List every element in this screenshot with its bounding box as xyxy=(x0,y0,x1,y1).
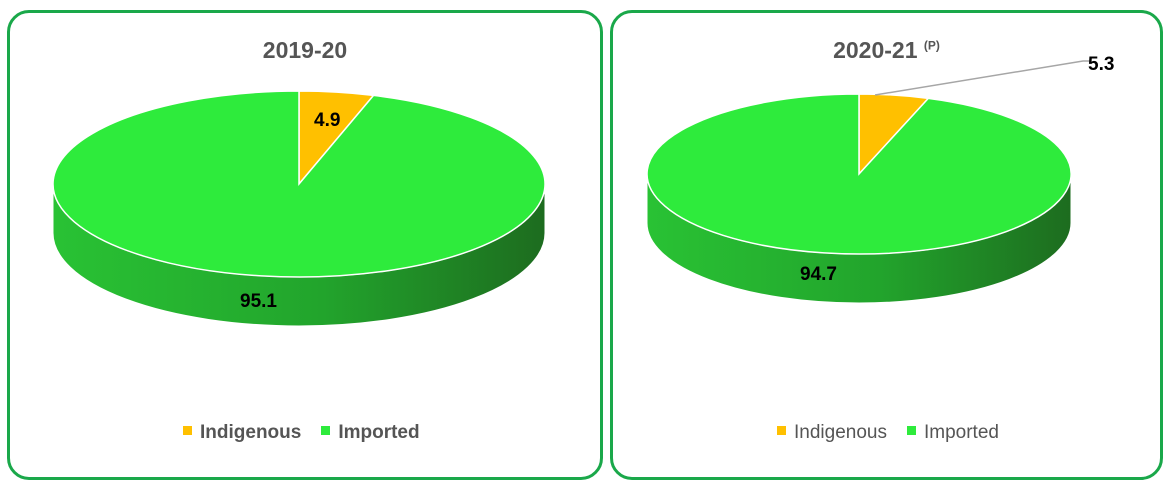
legend-swatch xyxy=(321,426,331,436)
legend-swatch xyxy=(777,426,786,436)
data-label-imported: 95.1 xyxy=(240,291,277,312)
legend-label: Imported xyxy=(338,422,420,443)
pie-slice-imported xyxy=(646,93,1072,255)
pie-chart-2020-21: 5.3 94.7 xyxy=(646,54,1114,304)
legend-label: Indigenous xyxy=(794,422,887,443)
chart-legend: Indigenous Imported xyxy=(183,422,440,444)
data-label-indigenous: 4.9 xyxy=(314,110,340,131)
legend-label: Indigenous xyxy=(200,422,302,443)
pie-slice-imported xyxy=(52,90,546,278)
data-label-indigenous: 5.3 xyxy=(1088,54,1114,75)
chart-title: 2020-21 (P) xyxy=(833,37,940,63)
data-label-leader-line xyxy=(874,60,1090,96)
chart-panel-2019-20: 2019-20 4.9 95.1 Indigenous Imported xyxy=(7,10,603,480)
chart-legend: Indigenous Imported xyxy=(777,422,1019,444)
legend-swatch xyxy=(183,426,192,436)
legend-item-imported: Imported xyxy=(906,422,999,444)
data-label-imported: 94.7 xyxy=(800,264,837,285)
legend-swatch xyxy=(906,426,916,436)
legend-label: Imported xyxy=(923,422,999,443)
chart-panel-2020-21: 2020-21 (P) 5.3 94.7 Indigenous Imported xyxy=(610,10,1163,480)
pie-chart-2019-20: 4.9 95.1 xyxy=(52,90,546,327)
legend-item-indigenous: Indigenous xyxy=(183,422,301,444)
legend-item-indigenous: Indigenous xyxy=(777,422,887,444)
legend-item-imported: Imported xyxy=(321,422,420,444)
title-superscript: (P) xyxy=(923,38,940,53)
chart-title: 2019-20 xyxy=(262,37,348,63)
